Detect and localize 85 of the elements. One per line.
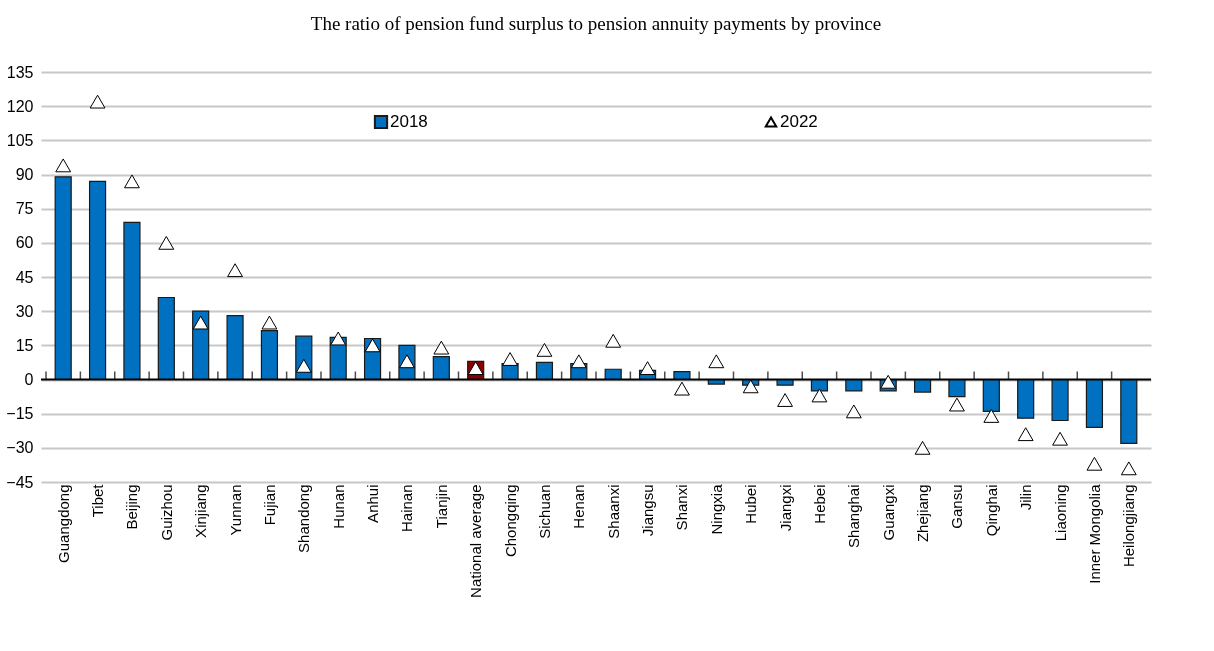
bar xyxy=(1120,378,1138,444)
bar xyxy=(673,370,691,381)
x-tick-label: Jiangxi xyxy=(776,484,794,532)
point xyxy=(467,361,484,376)
x-tick-label: Hebei xyxy=(810,484,828,524)
x-tick-label: Tianjin xyxy=(432,484,450,529)
bar xyxy=(88,180,107,381)
x-tick-label: Yunnan xyxy=(226,484,244,536)
y-tick-label: 45 xyxy=(15,268,34,286)
bar xyxy=(948,378,966,398)
point xyxy=(364,338,381,353)
point xyxy=(742,379,759,394)
x-tick-label: Anhui xyxy=(364,484,382,523)
point xyxy=(605,333,622,348)
y-tick-label: 30 xyxy=(15,302,34,320)
y-tick-label: 105 xyxy=(6,131,34,149)
x-tick-label: Henan xyxy=(570,484,588,529)
x-tick-label: Hunan xyxy=(329,484,347,529)
x-tick-label: Zhejiang xyxy=(914,484,932,543)
x-tick-label: Ningxia xyxy=(707,483,725,535)
y-tick-label: 120 xyxy=(6,97,34,115)
x-tick-label: Beijing xyxy=(123,484,141,530)
x-tick-label: Gansu xyxy=(948,484,966,529)
bar xyxy=(432,356,450,381)
bar xyxy=(1017,378,1035,419)
y-tick-label: 0 xyxy=(24,371,34,388)
point xyxy=(55,158,72,173)
x-tick-label: Tibet xyxy=(89,483,107,518)
legend-label: 2018 xyxy=(390,112,428,131)
chart-title: The ratio of pension fund surplus to pension annuity payments by province xyxy=(310,13,882,34)
x-tick-label: Shanghai xyxy=(845,484,863,548)
y-tick-label: −30 xyxy=(6,439,34,457)
x-tick-label: Xinjiang xyxy=(192,484,210,538)
y-tick-label: 15 xyxy=(15,336,34,354)
bar xyxy=(535,361,554,381)
x-tick-label: Shanxi xyxy=(673,484,691,531)
point xyxy=(570,354,587,369)
point xyxy=(227,263,243,278)
x-tick-label: Guizhou xyxy=(157,484,175,541)
point xyxy=(983,409,1000,423)
point xyxy=(1120,461,1137,476)
point xyxy=(880,374,897,389)
x-tick-label: Liaoning xyxy=(1051,484,1069,542)
point xyxy=(192,315,209,330)
point xyxy=(124,174,140,189)
bar xyxy=(54,176,72,381)
point xyxy=(502,352,518,366)
point xyxy=(639,361,656,376)
bar xyxy=(226,315,244,381)
y-tick-label: −15 xyxy=(6,405,34,423)
bar xyxy=(260,329,279,381)
point xyxy=(158,235,175,250)
point xyxy=(708,354,725,369)
legend-label: 2022 xyxy=(780,112,818,131)
x-tick-label: National average xyxy=(467,484,485,598)
x-tick-label: Fujian xyxy=(260,484,278,526)
x-tick-label: Qinghai xyxy=(982,484,1000,537)
x-tick-label: Guangdong xyxy=(54,484,72,563)
x-tick-label: Shaanxi xyxy=(604,484,622,539)
point xyxy=(845,404,862,419)
y-tick-label: 60 xyxy=(15,234,34,252)
y-tick-label: 90 xyxy=(15,166,34,183)
bar xyxy=(157,296,175,381)
point xyxy=(1017,427,1034,442)
point xyxy=(433,340,450,355)
bar xyxy=(123,221,141,381)
y-tick-label: 75 xyxy=(15,200,34,218)
y-tick-label: 135 xyxy=(6,63,34,81)
point xyxy=(330,331,347,346)
x-tick-label: Hainan xyxy=(398,484,416,533)
x-tick-label: Hubei xyxy=(742,484,760,524)
x-tick-label: Heilongjiang xyxy=(1120,484,1138,568)
y-tick-label: −45 xyxy=(6,473,34,491)
bar xyxy=(982,378,1000,412)
point xyxy=(89,94,106,109)
x-tick-label: Jilin xyxy=(1017,484,1035,511)
x-tick-label: Jiangsu xyxy=(639,484,657,537)
x-tick-label: Guangxi xyxy=(879,484,897,541)
x-tick-label: Sichuan xyxy=(535,484,553,539)
x-tick-label: Inner Mongolia xyxy=(1085,483,1103,584)
bar xyxy=(1085,378,1104,428)
point xyxy=(914,440,931,455)
x-tick-label: Shandong xyxy=(295,484,313,553)
x-tick-label: Chongqing xyxy=(501,484,519,558)
bar xyxy=(1051,378,1069,422)
